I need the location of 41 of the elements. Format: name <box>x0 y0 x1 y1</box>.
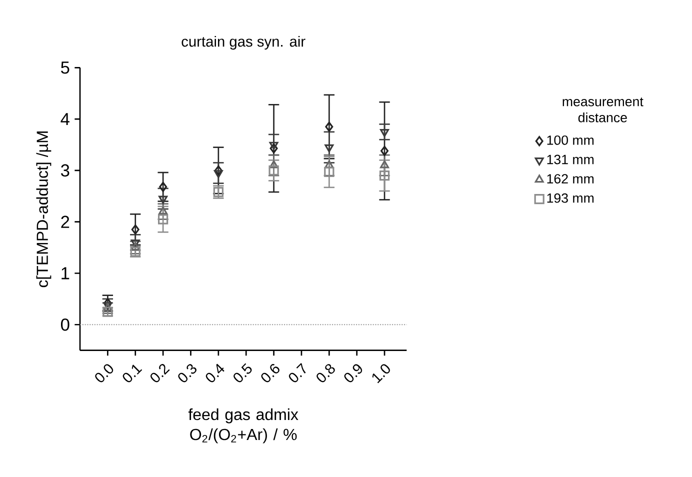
y-tick-label: 3 <box>60 164 70 177</box>
x-tick-label: 0.6 <box>261 364 280 382</box>
legend-label: 100 mm <box>547 135 594 145</box>
x-tick-label: 0.5 <box>234 363 252 382</box>
point <box>214 170 223 178</box>
x-tick-label: 0.2 <box>150 364 170 382</box>
x-tick-label: 1.0 <box>372 364 390 384</box>
y-axis-title: c[TEMPD-adduct] /µM <box>36 131 52 288</box>
point <box>379 170 390 181</box>
legend-label: 193 mm <box>547 193 594 203</box>
point <box>380 146 389 156</box>
x-tick-label: 0.0 <box>95 364 114 382</box>
y-tick-label: 2 <box>61 216 70 228</box>
point <box>324 144 334 152</box>
y-tick-label: 1 <box>62 267 70 280</box>
y-tick-label: 5 <box>61 62 70 74</box>
legend-label: 162 mm <box>547 174 594 184</box>
legend-label: 131 mm <box>547 154 594 164</box>
x-tick-label: 0.7 <box>288 362 306 382</box>
point <box>269 142 278 150</box>
x-tick-label: 0.8 <box>316 364 335 382</box>
point <box>325 122 334 132</box>
point <box>214 165 222 176</box>
x-tick-label: 0.3 <box>178 364 196 382</box>
point <box>104 298 112 308</box>
point <box>158 196 168 204</box>
x-axis-title: feed gas admix O$_{2}$/(O$_{2}$+Ar) / % <box>188 408 298 444</box>
point <box>324 160 334 168</box>
y-tick-label: 0 <box>60 318 70 331</box>
point <box>380 160 390 168</box>
y-tick-label: 4 <box>60 113 70 126</box>
x-tick-label: 0.1 <box>122 364 142 382</box>
point <box>158 214 168 224</box>
x-tick-label: 0.9 <box>344 364 362 382</box>
point <box>159 182 168 192</box>
point <box>380 128 390 137</box>
point <box>158 206 168 214</box>
chart-title: curtain gas syn. air <box>182 36 306 50</box>
legend-title: measurement distance <box>562 98 644 122</box>
x-tick-label: 0.4 <box>206 364 224 382</box>
point <box>131 224 140 235</box>
